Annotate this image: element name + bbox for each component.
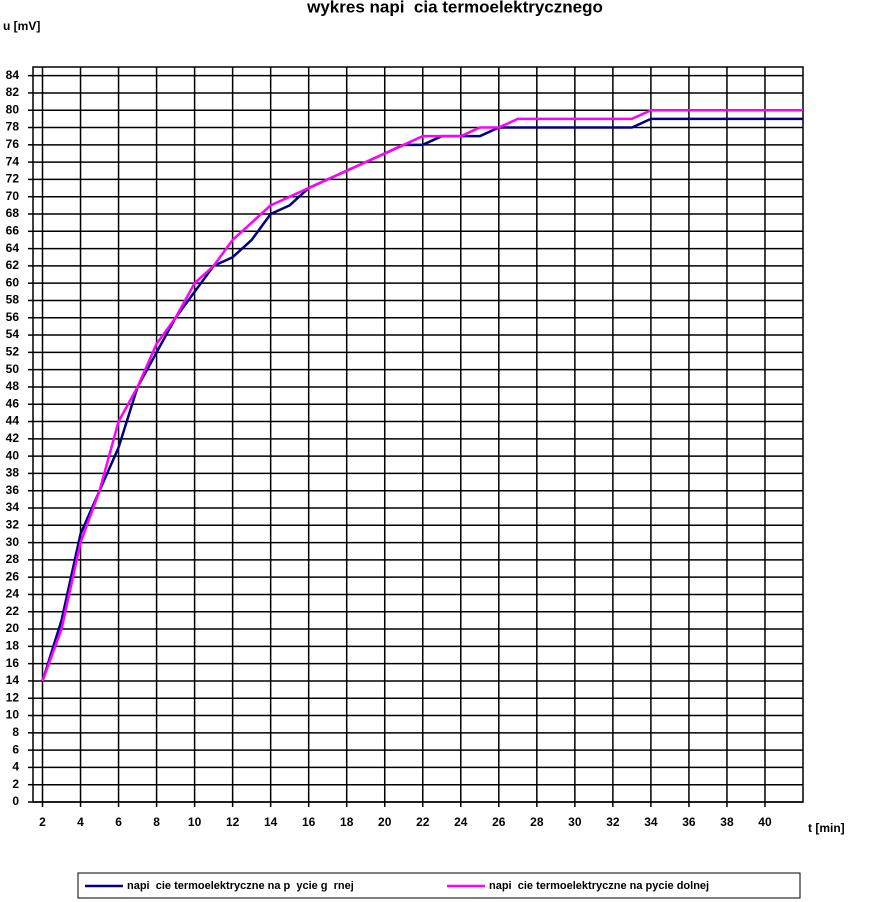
y-tick-label: 50 (6, 362, 20, 376)
y-tick-label: 12 (6, 690, 20, 704)
y-tick-label: 64 (6, 241, 20, 255)
y-tick-label: 54 (6, 327, 20, 341)
x-tick-label: 14 (264, 815, 278, 829)
x-tick-label: 24 (454, 815, 468, 829)
x-tick-label: 12 (226, 815, 240, 829)
y-tick-label: 56 (6, 310, 20, 324)
y-tick-label: 20 (6, 621, 20, 635)
y-tick-label: 24 (6, 587, 20, 601)
x-tick-label: 6 (115, 815, 122, 829)
y-tick-label: 52 (6, 345, 20, 359)
y-tick-label: 6 (12, 742, 19, 756)
y-tick-label: 26 (6, 569, 20, 583)
y-tick-label: 16 (6, 656, 20, 670)
y-tick-label: 70 (6, 189, 20, 203)
y-tick-label: 0 (12, 794, 19, 808)
y-tick-label: 62 (6, 258, 20, 272)
y-tick-label: 2 (12, 777, 19, 791)
y-tick-label: 36 (6, 483, 20, 497)
y-tick-label: 28 (6, 552, 20, 566)
y-tick-label: 22 (6, 604, 20, 618)
chart-title: wykres napi cia termoelektrycznego (306, 0, 603, 16)
legend-label: napi cie termoelektryczne na pycie dolne… (489, 880, 709, 892)
y-tick-label: 68 (6, 206, 20, 220)
legend-label: napi cie termoelektryczne na p ycie g rn… (127, 880, 354, 892)
plot-frame (32, 66, 804, 803)
x-axis-label: t [min] (808, 821, 845, 835)
x-tick-label: 40 (758, 815, 772, 829)
y-tick-label: 44 (6, 414, 20, 428)
x-tick-label: 4 (77, 815, 84, 829)
y-tick-label: 74 (6, 154, 20, 168)
legend-box (77, 872, 801, 899)
y-tick-label: 80 (6, 102, 20, 116)
x-tick-label: 30 (568, 815, 582, 829)
x-tick-label: 34 (644, 815, 658, 829)
y-tick-label: 42 (6, 431, 20, 445)
y-tick-label: 78 (6, 120, 20, 134)
y-tick-label: 40 (6, 448, 20, 462)
x-tick-label: 32 (606, 815, 620, 829)
x-tick-label: 26 (492, 815, 506, 829)
series-line (41, 108, 803, 682)
y-tick-label: 76 (6, 137, 20, 151)
x-tick-label: 20 (378, 815, 392, 829)
x-tick-label: 2 (39, 815, 46, 829)
y-tick-label: 72 (6, 172, 20, 186)
y-tick-label: 8 (12, 725, 19, 739)
y-tick-label: 84 (6, 68, 20, 82)
y-tick-label: 4 (12, 760, 19, 774)
y-tick-label: 58 (6, 293, 20, 307)
x-tick-label: 8 (153, 815, 160, 829)
y-tick-label: 30 (6, 535, 20, 549)
series-line (41, 117, 803, 682)
y-tick-label: 32 (6, 517, 20, 531)
y-tick-label: 60 (6, 275, 20, 289)
y-tick-label: 46 (6, 396, 20, 410)
y-tick-label: 48 (6, 379, 20, 393)
y-tick-label: 38 (6, 466, 20, 480)
x-tick-label: 10 (188, 815, 202, 829)
y-tick-label: 14 (6, 673, 20, 687)
x-tick-label: 16 (302, 815, 316, 829)
y-tick-label: 82 (6, 85, 20, 99)
y-tick-label: 66 (6, 223, 20, 237)
x-tick-label: 18 (340, 815, 354, 829)
x-tick-label: 36 (682, 815, 696, 829)
x-tick-label: 22 (416, 815, 430, 829)
y-tick-label: 18 (6, 639, 20, 653)
y-tick-label: 34 (6, 500, 20, 514)
x-tick-label: 38 (720, 815, 734, 829)
x-tick-label: 28 (530, 815, 544, 829)
y-tick-label: 10 (6, 708, 20, 722)
y-axis-label: u [mV] (3, 19, 40, 33)
